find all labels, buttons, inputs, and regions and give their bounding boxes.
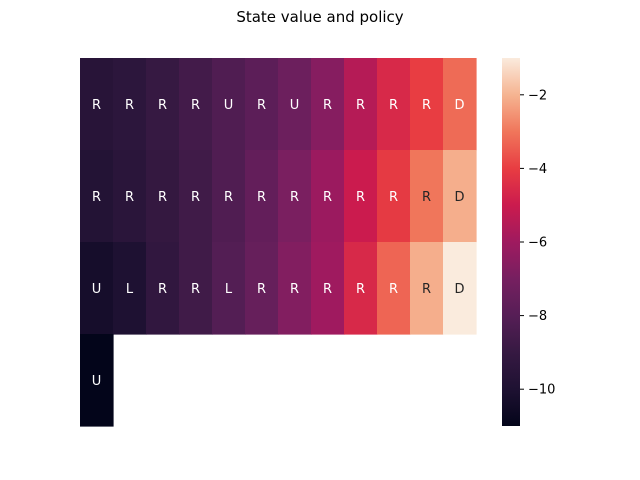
heatmap-cell-r1-c3	[179, 150, 213, 243]
heatmap-cell-labels: R R R R U R U R R R R D R R R R R R R R R R R D U L R R L R R R R R R D U	[92, 98, 465, 389]
colorbar-tick-label: −6	[528, 236, 547, 251]
heatmap-cell-r1-c8	[344, 150, 378, 243]
policy-label-r0-c6: U	[290, 98, 300, 113]
colorbar-tick-label: −10	[528, 383, 555, 398]
policy-label-r2-c7: R	[323, 282, 332, 297]
policy-label-r2-c5: R	[257, 282, 266, 297]
policy-label-r0-c5: R	[257, 98, 266, 113]
heatmap-cell-r1-c1	[113, 150, 147, 243]
heatmap-cell-r0-c7	[311, 58, 345, 151]
heatmap-cell-r2-c9	[377, 242, 411, 335]
heatmap-cell-r3-c0	[80, 334, 114, 427]
policy-label-r2-c0: U	[92, 282, 102, 297]
policy-label-r2-c6: R	[290, 282, 299, 297]
policy-label-r2-c11: D	[454, 282, 464, 297]
policy-label-r0-c1: R	[125, 98, 134, 113]
policy-label-r0-c11: D	[454, 98, 464, 113]
heatmap-cell-r0-c6	[278, 58, 312, 151]
heatmap-cell-r0-c4	[212, 58, 246, 151]
policy-label-r2-c8: R	[356, 282, 365, 297]
heatmap-cell-r1-c2	[146, 150, 180, 243]
policy-label-r0-c0: R	[92, 98, 101, 113]
heatmap-cell-r1-c7	[311, 150, 345, 243]
policy-label-r1-c1: R	[125, 190, 134, 205]
heatmap-cell-r1-c4	[212, 150, 246, 243]
policy-label-r1-c9: R	[389, 190, 398, 205]
policy-label-r2-c1: L	[126, 282, 134, 297]
policy-label-r0-c9: R	[389, 98, 398, 113]
policy-label-r2-c10: R	[422, 282, 431, 297]
policy-label-r1-c7: R	[323, 190, 332, 205]
heatmap-cell-r0-c11	[443, 58, 477, 151]
heatmap-cell-r2-c6	[278, 242, 312, 335]
heatmap-cell-r1-c5	[245, 150, 279, 243]
heatmap-cell-r2-c10	[410, 242, 444, 335]
policy-label-r1-c8: R	[356, 190, 365, 205]
heatmap-cell-r2-c8	[344, 242, 378, 335]
policy-label-r1-c5: R	[257, 190, 266, 205]
heatmap-cell-r2-c1	[113, 242, 147, 335]
heatmap-cell-r1-c6	[278, 150, 312, 243]
policy-label-r1-c2: R	[158, 190, 167, 205]
colorbar-tick-label: −4	[528, 162, 547, 177]
heatmap-cell-r2-c3	[179, 242, 213, 335]
policy-label-r3-c0: U	[92, 374, 102, 389]
policy-label-r1-c0: R	[92, 190, 101, 205]
chart-title: State value and policy	[236, 8, 403, 26]
policy-label-r2-c3: R	[191, 282, 200, 297]
colorbar-ticks: −2 −4 −6 −8 −10	[520, 88, 555, 398]
policy-label-r0-c8: R	[356, 98, 365, 113]
heatmap-cell-r1-c9	[377, 150, 411, 243]
colorbar-tick-label: −8	[528, 309, 547, 324]
heatmap-cell-r2-c2	[146, 242, 180, 335]
policy-label-r1-c3: R	[191, 190, 200, 205]
heatmap-cell-r0-c5	[245, 58, 279, 151]
policy-label-r2-c2: R	[158, 282, 167, 297]
heatmap-cell-r0-c2	[146, 58, 180, 151]
colorbar	[502, 58, 520, 426]
policy-label-r1-c11: D	[454, 190, 464, 205]
policy-label-r1-c4: R	[224, 190, 233, 205]
policy-label-r1-c6: R	[290, 190, 299, 205]
policy-label-r1-c10: R	[422, 190, 431, 205]
policy-label-r0-c2: R	[158, 98, 167, 113]
heatmap-cell-r0-c1	[113, 58, 147, 151]
heatmap-cell-r2-c0	[80, 242, 114, 335]
policy-label-r0-c10: R	[422, 98, 431, 113]
policy-label-r0-c3: R	[191, 98, 200, 113]
heatmap-cell-r1-c0	[80, 150, 114, 243]
policy-label-r2-c4: L	[225, 282, 233, 297]
heatmap-cell-r1-c11	[443, 150, 477, 243]
heatmap-cell-r0-c3	[179, 58, 213, 151]
heatmap-cell-r0-c9	[377, 58, 411, 151]
policy-label-r0-c7: R	[323, 98, 332, 113]
heatmap-cells	[80, 58, 477, 427]
heatmap-cell-r0-c10	[410, 58, 444, 151]
colorbar-tick-label: −2	[528, 88, 547, 103]
heatmap-cell-r2-c11	[443, 242, 477, 335]
heatmap-cell-r0-c8	[344, 58, 378, 151]
heatmap-cell-r0-c0	[80, 58, 114, 151]
heatmap-cell-r2-c7	[311, 242, 345, 335]
heatmap-cell-r1-c10	[410, 150, 444, 243]
heatmap-cell-r2-c4	[212, 242, 246, 335]
policy-label-r0-c4: U	[224, 98, 234, 113]
heatmap-cell-r2-c5	[245, 242, 279, 335]
policy-label-r2-c9: R	[389, 282, 398, 297]
